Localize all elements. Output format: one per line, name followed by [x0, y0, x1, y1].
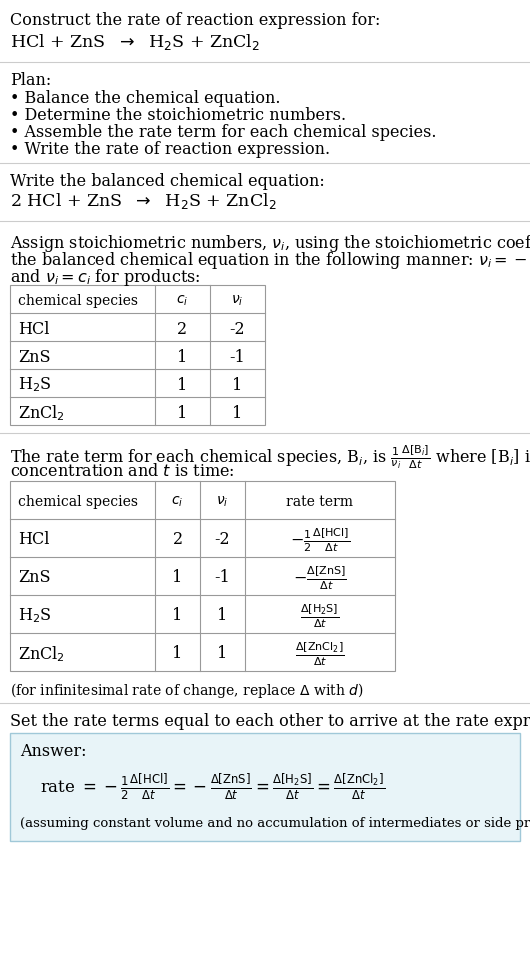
Text: ZnS: ZnS	[18, 570, 50, 587]
Text: The rate term for each chemical species, B$_i$, is $\frac{1}{\nu_i}\frac{\Delta[: The rate term for each chemical species,…	[10, 443, 530, 470]
Text: 1: 1	[217, 607, 227, 625]
Text: $c_i$: $c_i$	[176, 294, 189, 308]
Text: 1: 1	[232, 404, 243, 422]
FancyBboxPatch shape	[10, 733, 520, 841]
Text: 1: 1	[172, 607, 183, 625]
Text: 1: 1	[178, 404, 188, 422]
Text: (assuming constant volume and no accumulation of intermediates or side products): (assuming constant volume and no accumul…	[20, 817, 530, 830]
Text: -2: -2	[215, 532, 231, 549]
Text: chemical species: chemical species	[18, 495, 138, 509]
Text: • Write the rate of reaction expression.: • Write the rate of reaction expression.	[10, 141, 330, 158]
Text: Set the rate terms equal to each other to arrive at the rate expression:: Set the rate terms equal to each other t…	[10, 713, 530, 730]
Text: • Assemble the rate term for each chemical species.: • Assemble the rate term for each chemic…	[10, 124, 437, 141]
Text: $-\frac{1}{2}\frac{\Delta[\mathrm{HCl}]}{\Delta t}$: $-\frac{1}{2}\frac{\Delta[\mathrm{HCl}]}…	[290, 526, 350, 554]
FancyBboxPatch shape	[10, 285, 265, 425]
Text: $-\frac{\Delta[\mathrm{ZnS}]}{\Delta t}$: $-\frac{\Delta[\mathrm{ZnS}]}{\Delta t}$	[293, 564, 347, 592]
Text: rate term: rate term	[287, 495, 354, 509]
Text: H$_2$S: H$_2$S	[18, 376, 51, 394]
Text: -1: -1	[215, 570, 231, 587]
Text: concentration and $t$ is time:: concentration and $t$ is time:	[10, 463, 235, 480]
Text: HCl: HCl	[18, 532, 49, 549]
Text: chemical species: chemical species	[18, 294, 138, 308]
Text: the balanced chemical equation in the following manner: $\nu_i = -c_i$ for react: the balanced chemical equation in the fo…	[10, 250, 530, 271]
Text: -1: -1	[229, 348, 245, 365]
FancyBboxPatch shape	[10, 481, 395, 671]
Text: ZnS: ZnS	[18, 348, 50, 365]
Text: HCl: HCl	[18, 320, 49, 338]
Text: 2: 2	[172, 532, 182, 549]
Text: H$_2$S: H$_2$S	[18, 607, 51, 626]
Text: -2: -2	[229, 320, 245, 338]
Text: HCl + ZnS  $\rightarrow$  H$_2$S + ZnCl$_2$: HCl + ZnS $\rightarrow$ H$_2$S + ZnCl$_2…	[10, 32, 260, 52]
Text: $\nu_i$: $\nu_i$	[231, 294, 244, 308]
Text: 1: 1	[172, 645, 183, 663]
Text: ZnCl$_2$: ZnCl$_2$	[18, 644, 65, 664]
Text: 1: 1	[172, 570, 183, 587]
Text: $c_i$: $c_i$	[171, 495, 183, 509]
Text: Answer:: Answer:	[20, 743, 86, 760]
Text: (for infinitesimal rate of change, replace $\Delta$ with $d$): (for infinitesimal rate of change, repla…	[10, 681, 364, 700]
Text: and $\nu_i = c_i$ for products:: and $\nu_i = c_i$ for products:	[10, 267, 200, 288]
Text: 1: 1	[232, 377, 243, 393]
Text: • Determine the stoichiometric numbers.: • Determine the stoichiometric numbers.	[10, 107, 346, 124]
Text: Write the balanced chemical equation:: Write the balanced chemical equation:	[10, 173, 325, 190]
Text: Plan:: Plan:	[10, 72, 51, 89]
Text: 1: 1	[178, 377, 188, 393]
Text: ZnCl$_2$: ZnCl$_2$	[18, 403, 65, 423]
Text: rate $= -\frac{1}{2}\frac{\Delta[\mathrm{HCl}]}{\Delta t} = -\frac{\Delta[\mathr: rate $= -\frac{1}{2}\frac{\Delta[\mathrm…	[40, 771, 385, 801]
Text: 2 HCl + ZnS  $\rightarrow$  H$_2$S + ZnCl$_2$: 2 HCl + ZnS $\rightarrow$ H$_2$S + ZnCl$…	[10, 191, 277, 211]
Text: 2: 2	[178, 320, 188, 338]
Text: • Balance the chemical equation.: • Balance the chemical equation.	[10, 90, 280, 107]
Text: 1: 1	[178, 348, 188, 365]
Text: $\frac{\Delta[\mathrm{H_2S}]}{\Delta t}$: $\frac{\Delta[\mathrm{H_2S}]}{\Delta t}$	[301, 602, 340, 630]
Text: $\nu_i$: $\nu_i$	[216, 495, 229, 509]
Text: Assign stoichiometric numbers, $\nu_i$, using the stoichiometric coefficients, $: Assign stoichiometric numbers, $\nu_i$, …	[10, 233, 530, 254]
Text: 1: 1	[217, 645, 227, 663]
Text: $\frac{\Delta[\mathrm{ZnCl_2}]}{\Delta t}$: $\frac{\Delta[\mathrm{ZnCl_2}]}{\Delta t…	[295, 640, 344, 668]
Text: Construct the rate of reaction expression for:: Construct the rate of reaction expressio…	[10, 12, 381, 29]
